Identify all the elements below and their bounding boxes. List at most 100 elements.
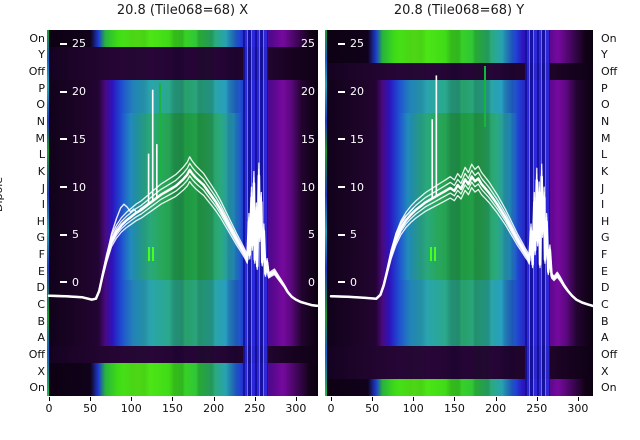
x-tick-mark-300 <box>577 397 579 401</box>
x-tick-label-50: 50 <box>365 402 380 415</box>
dipole-label-left-21: On <box>29 381 45 395</box>
dipole-label-left-9: J <box>41 181 45 195</box>
dipole-label-right-0: On <box>601 31 617 45</box>
green-artifact-mark-1 <box>151 247 154 262</box>
x-tick-label-100: 100 <box>402 402 424 415</box>
x-tick-mark-150 <box>172 397 174 401</box>
x-tick-mark-300 <box>295 397 297 401</box>
dipole-label-left-0: On <box>29 31 45 45</box>
dipole-label-right-8: K <box>601 164 609 178</box>
x-tick-label-50: 50 <box>83 402 98 415</box>
x-tick-label-0: 0 <box>327 402 335 415</box>
green-artifact-line <box>159 82 162 177</box>
dipole-label-left-15: D <box>36 281 45 295</box>
green-artifact-line <box>484 66 487 127</box>
x-axis-left: 0 50 100 150 200 250 300 <box>45 396 318 420</box>
dipole-label-left-6: M <box>35 131 46 145</box>
db-tick-right-25: 25 <box>301 37 315 51</box>
dipole-label-right-2: Off <box>601 65 618 79</box>
db-tick-left-0: 0 <box>338 275 357 289</box>
dipole-label-right-19: Off <box>601 347 618 361</box>
db-tick-left-20: 20 <box>338 85 364 99</box>
green-artifact-mark-1 <box>433 247 436 262</box>
dipole-label-left-2: Off <box>28 65 45 79</box>
heatmap-panel-y: 25 20 15 10 5 0 <box>325 30 593 396</box>
dipole-labels-left: On Y Off P O N M L K J I H G F E D C B A Off X On <box>0 30 45 396</box>
dipole-label-right-12: G <box>601 231 610 245</box>
heatmap-panel-x: 25 25 20 20 15 15 10 10 5 5 0 0 <box>47 30 318 396</box>
x-tick-mark-100 <box>413 397 415 401</box>
x-tick-label-150: 150 <box>161 402 183 415</box>
x-tick-mark-50 <box>372 397 374 401</box>
dipole-label-left-10: I <box>41 198 45 212</box>
first-channel-strip <box>325 30 327 396</box>
x-tick-mark-50 <box>90 397 92 401</box>
dipole-label-right-14: E <box>601 264 608 278</box>
x-tick-mark-100 <box>131 397 133 401</box>
db-tick-left-5: 5 <box>338 228 357 242</box>
x-tick-mark-0 <box>331 397 332 401</box>
x-axis-right: 0 50 100 150 200 250 300 <box>325 396 593 420</box>
dipole-label-right-15: D <box>601 281 610 295</box>
db-tick-right-15: 15 <box>301 132 315 146</box>
db-tick-left-25: 25 <box>338 37 364 51</box>
dipole-label-left-8: K <box>37 164 45 178</box>
x-tick-mark-200 <box>495 397 497 401</box>
dipole-label-right-17: B <box>601 314 609 328</box>
x-tick-mark-200 <box>213 397 215 401</box>
dipole-label-left-7: L <box>38 148 45 162</box>
x-tick-mark-0 <box>49 397 50 401</box>
db-tick-left-20: 20 <box>60 85 86 99</box>
x-tick-mark-250 <box>536 397 538 401</box>
x-tick-label-300: 300 <box>285 402 307 415</box>
dipole-labels-right: On Y Off P O N M L K J I H G F E D C B A Off X On <box>601 30 639 396</box>
x-tick-label-250: 250 <box>244 402 266 415</box>
dipole-label-left-18: A <box>37 331 45 345</box>
green-artifact-mark-0 <box>147 247 150 262</box>
db-tick-left-10: 10 <box>338 180 364 194</box>
dipole-label-left-5: N <box>36 115 45 128</box>
left-panel-title: 20.8 (Tile068=68) X <box>116 3 249 18</box>
x-tick-label-300: 300 <box>567 402 589 415</box>
dipole-label-left-19: Off <box>28 347 45 361</box>
x-tick-label-200: 200 <box>203 402 225 415</box>
dipole-label-right-7: L <box>601 148 608 162</box>
right-panel-title: 20.8 (Tile068=68) Y <box>393 3 525 18</box>
x-tick-label-250: 250 <box>526 402 548 415</box>
dipole-label-left-4: O <box>36 98 45 112</box>
dipole-label-right-1: Y <box>601 48 608 62</box>
dipole-label-left-1: Y <box>38 48 45 62</box>
dipole-label-right-13: F <box>601 248 608 262</box>
dipole-label-right-18: A <box>601 331 609 345</box>
db-tick-left-15: 15 <box>338 132 364 146</box>
db-tick-right-5: 5 <box>308 228 315 242</box>
dipole-label-right-4: O <box>601 98 610 112</box>
dipole-label-right-3: P <box>601 81 608 95</box>
x-tick-label-100: 100 <box>120 402 142 415</box>
first-channel-strip <box>47 30 49 396</box>
dipole-label-left-3: P <box>38 81 45 95</box>
dipole-label-right-5: N <box>601 115 610 128</box>
dipole-label-right-6: M <box>601 131 611 145</box>
dipole-label-right-21: On <box>601 381 617 395</box>
x-tick-label-150: 150 <box>443 402 465 415</box>
x-tick-label-0: 0 <box>45 402 53 415</box>
dipole-label-left-20: X <box>37 364 45 378</box>
green-artifact-mark-0 <box>429 247 432 262</box>
x-tick-mark-250 <box>254 397 256 401</box>
dipole-label-left-11: H <box>36 214 45 228</box>
dipole-label-right-9: J <box>601 181 605 195</box>
db-tick-left-0: 0 <box>60 275 79 289</box>
db-tick-left-10: 10 <box>60 180 86 194</box>
x-tick-label-200: 200 <box>485 402 507 415</box>
db-tick-left-25: 25 <box>60 37 86 51</box>
dipole-label-right-11: H <box>601 214 610 228</box>
dipole-label-left-12: G <box>36 231 45 245</box>
dipole-label-right-16: C <box>601 298 609 311</box>
db-tick-right-0: 0 <box>308 275 315 289</box>
dipole-label-left-14: E <box>38 264 45 278</box>
db-tick-left-5: 5 <box>60 228 79 242</box>
db-tick-right-10: 10 <box>301 180 315 194</box>
db-tick-left-15: 15 <box>60 132 86 146</box>
